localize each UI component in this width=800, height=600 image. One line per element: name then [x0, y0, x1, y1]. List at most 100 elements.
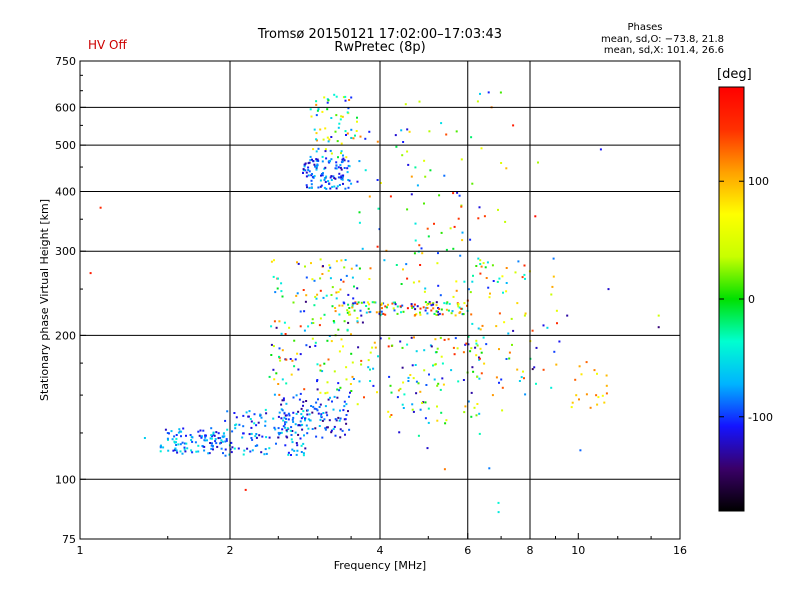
scatter-point [332, 428, 335, 430]
scatter-point [379, 337, 382, 340]
scatter-point [249, 418, 252, 420]
scatter-point [254, 445, 257, 447]
scatter-point [352, 378, 355, 380]
scatter-point [289, 429, 292, 432]
scatter-point [354, 134, 356, 137]
scatter-point [359, 309, 362, 312]
scatter-point [516, 302, 519, 305]
scatter-point [305, 171, 308, 174]
scatter-point [440, 411, 443, 414]
scatter-point [364, 137, 367, 140]
scatter-point [253, 422, 256, 425]
scatter-point [335, 297, 338, 300]
scatter-point [300, 417, 303, 420]
scatter-point [434, 363, 437, 366]
y-tick-label: 600 [55, 101, 76, 114]
scatter-point [337, 416, 340, 419]
scatter-point [550, 293, 553, 296]
scatter-point [299, 424, 302, 427]
scatter-point [422, 306, 425, 309]
scatter-point [389, 415, 392, 418]
scatter-point [479, 347, 482, 350]
scatter-point [426, 447, 429, 450]
colorbar-ticks: 100 0 -100 [719, 175, 773, 424]
scatter-point [219, 437, 222, 439]
scatter-point [441, 362, 444, 365]
scatter-point [310, 322, 313, 325]
phases-x-stats: mean, sd,X: 101.4, 26.6 [603, 45, 724, 56]
scatter-point [315, 401, 318, 404]
scatter-point [215, 442, 218, 445]
scatter-point [417, 382, 420, 385]
scatter-point [307, 174, 310, 177]
scatter-point [401, 346, 404, 349]
scatter-point [505, 167, 508, 170]
scatter-point [445, 419, 448, 422]
y-tick-label: 75 [62, 533, 76, 546]
scatter-point [282, 397, 285, 400]
scatter-point [335, 187, 338, 190]
scatter-point [334, 434, 337, 437]
scatter-point [297, 262, 300, 265]
x-tick-label: 6 [464, 544, 471, 557]
scatter-point [439, 388, 442, 391]
scatter-point [315, 150, 318, 153]
scatter-point [311, 411, 314, 414]
scatter-point [291, 418, 294, 421]
scatter-point [287, 453, 290, 456]
scatter-point [344, 187, 347, 190]
scatter-point [456, 191, 459, 194]
scatter-point [400, 311, 402, 314]
scatter-point [376, 140, 379, 143]
scatter-point [198, 434, 201, 437]
scatter-point [400, 283, 403, 285]
scatter-point [443, 174, 446, 177]
scatter-point [291, 359, 294, 362]
scatter-point [183, 442, 186, 445]
scatter-point [340, 150, 343, 153]
scatter-point [476, 375, 479, 378]
scatter-point [306, 409, 309, 412]
scatter-point [368, 278, 371, 280]
scatter-point [498, 348, 500, 351]
scatter-point [552, 257, 555, 260]
scatter-point [357, 346, 360, 349]
scatter-point [273, 393, 276, 396]
scatter-point [343, 266, 346, 269]
scatter-point [486, 261, 489, 264]
scatter-point [430, 345, 433, 348]
scatter-point [480, 265, 483, 268]
scatter-point [488, 296, 491, 299]
scatter-point [348, 395, 350, 398]
scatter-point [337, 126, 340, 129]
scatter-point [435, 314, 438, 316]
scatter-point [210, 447, 213, 450]
scatter-point [253, 413, 256, 416]
scatter-point [318, 425, 321, 427]
scatter-point [288, 414, 291, 417]
scatter-point [255, 436, 258, 439]
scatter-point [225, 439, 228, 442]
scatter-point [455, 280, 458, 283]
scatter-point [242, 425, 245, 428]
scatter-point [222, 452, 224, 455]
scatter-point [322, 138, 325, 141]
scatter-point [321, 155, 324, 158]
y-tick-label: 100 [55, 473, 76, 486]
scatter-point [553, 350, 556, 353]
scatter-point [342, 301, 345, 304]
scatter-point [328, 182, 331, 185]
scatter-point [286, 427, 289, 430]
scatter-point [329, 277, 332, 280]
scatter-point [373, 301, 376, 304]
scatter-point [347, 160, 350, 163]
scatter-point [410, 193, 413, 196]
scatter-point [255, 424, 258, 427]
scatter-point [398, 431, 401, 434]
scatter-point [453, 225, 456, 228]
scatter-point [233, 412, 236, 414]
scatter-point [380, 310, 383, 313]
scatter-point [478, 357, 481, 360]
scatter-point [184, 450, 187, 453]
scatter-point [278, 433, 281, 436]
